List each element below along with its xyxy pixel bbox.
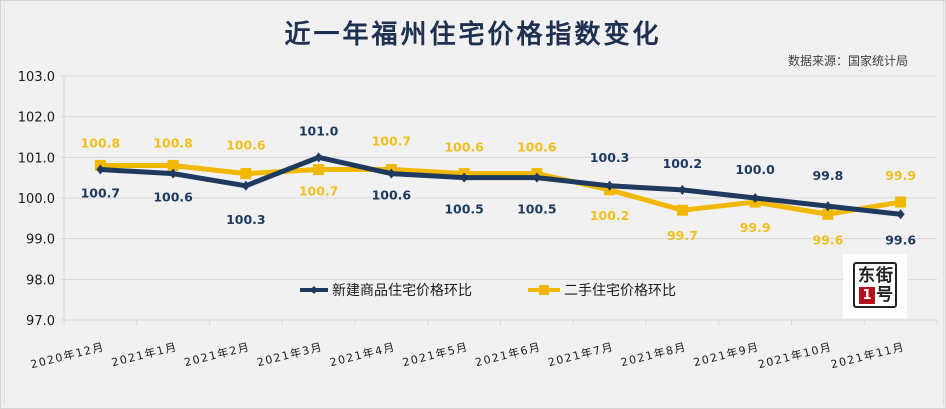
data-label-new-homes: 101.0 — [299, 123, 339, 138]
data-label-new-homes: 100.5 — [444, 202, 484, 217]
square-marker-icon — [167, 159, 179, 171]
x-tick-label: 2021年4月 — [328, 339, 397, 369]
data-label-second-hand: 100.6 — [444, 140, 484, 155]
data-label-new-homes: 100.3 — [590, 150, 630, 165]
data-label-second-hand: 99.6 — [812, 232, 843, 247]
square-marker-icon — [313, 164, 325, 176]
diamond-marker-icon — [823, 201, 832, 212]
legend-square-marker-icon — [539, 285, 549, 295]
data-label-second-hand: 100.7 — [372, 134, 412, 149]
data-label-second-hand: 100.6 — [517, 140, 557, 155]
data-label-second-hand: 100.8 — [153, 135, 193, 150]
y-tick-label: 100.0 — [18, 192, 55, 207]
data-label-second-hand: 100.7 — [299, 184, 339, 199]
x-tick-label: 2021年10月 — [756, 339, 833, 371]
data-label-new-homes: 100.2 — [663, 156, 703, 171]
legend-new-homes-label: 新建商品住宅价格环比 — [332, 283, 472, 299]
watermark-logo: 东 街 1 号 — [843, 254, 907, 318]
x-tick-label: 2021年1月 — [110, 339, 179, 369]
diamond-marker-icon — [169, 168, 178, 179]
diamond-marker-icon — [532, 172, 541, 183]
logo-char-4: 号 — [876, 285, 893, 305]
x-tick-label: 2021年8月 — [619, 339, 688, 369]
x-tick-label: 2021年5月 — [401, 339, 470, 369]
diamond-marker-icon — [96, 164, 105, 175]
x-tick-label: 2021年11月 — [829, 339, 906, 371]
data-label-second-hand: 99.7 — [667, 228, 698, 243]
logo-char-1: 东 — [858, 266, 875, 286]
logo-red-block: 1 — [859, 287, 875, 304]
data-label-new-homes: 100.6 — [153, 190, 193, 205]
data-label-second-hand: 99.9 — [885, 168, 916, 183]
x-tick-label: 2021年7月 — [546, 339, 615, 369]
series-new-homes — [96, 152, 905, 220]
data-label-new-homes: 100.5 — [517, 202, 557, 217]
diamond-marker-icon — [605, 180, 614, 191]
diamond-marker-icon — [678, 184, 687, 195]
series-line — [100, 154, 901, 217]
x-tick-label: 2021年2月 — [183, 339, 252, 369]
chart-title: 近一年福州住宅价格指数变化 — [284, 20, 662, 50]
data-label-new-homes: 100.7 — [81, 186, 121, 201]
x-tick-label: 2021年6月 — [474, 339, 543, 369]
x-tick-label: 2021年3月 — [255, 339, 324, 369]
legend-second-hand-label: 二手住宅价格环比 — [564, 283, 676, 299]
diamond-marker-icon — [387, 168, 396, 179]
data-label-second-hand: 100.8 — [81, 135, 121, 150]
x-axis-ticks: 2020年12月 2021年1月 2021年2月 2021年3月 2021年4月 2021… — [29, 339, 906, 371]
x-tick-label: 2020年12月 — [29, 339, 106, 371]
square-marker-icon — [822, 208, 834, 220]
data-label-new-homes: 100.0 — [735, 162, 775, 177]
chart-inner-frame — [4, 1, 944, 406]
logo-stamp: 东 街 1 号 — [853, 262, 897, 308]
diamond-marker-icon — [460, 172, 469, 183]
diamond-marker-icon — [751, 193, 760, 203]
data-label-second-hand: 100.6 — [226, 138, 266, 153]
data-label-second-hand: 99.9 — [740, 220, 771, 235]
y-tick-label: 99.0 — [26, 233, 55, 248]
y-axis-ticks: 103.0 102.0 101.0 100.0 99.0 98.0 97.0 — [18, 70, 55, 329]
square-marker-icon — [240, 168, 252, 180]
data-source: 数据来源：国家统计局 — [787, 54, 908, 68]
data-label-new-homes: 100.3 — [226, 212, 266, 227]
diamond-marker-icon — [314, 152, 323, 163]
series-line — [100, 162, 902, 217]
diamond-marker-icon — [896, 209, 905, 220]
data-label-second-hand: 100.2 — [590, 208, 630, 223]
y-tick-label: 102.0 — [18, 111, 55, 126]
x-tick-label: 2021年9月 — [692, 339, 761, 369]
square-marker-icon — [676, 204, 688, 216]
data-label-new-homes: 100.6 — [372, 188, 412, 203]
data-label-new-homes: 99.8 — [812, 168, 843, 183]
square-marker-icon — [895, 196, 907, 208]
legend-diamond-marker-icon — [310, 286, 318, 294]
y-tick-label: 101.0 — [18, 151, 55, 166]
diamond-marker-icon — [241, 180, 250, 191]
y-tick-label: 103.0 — [18, 70, 55, 85]
series-second-hand — [94, 159, 907, 220]
data-label-new-homes: 99.6 — [885, 232, 916, 247]
y-tick-label: 97.0 — [26, 314, 55, 329]
y-tick-label: 98.0 — [26, 273, 55, 288]
logo-char-2: 街 — [876, 266, 893, 286]
data-labels: 100.7 100.6 100.3 101.0 100.6 100.5 100.5 100.3… — [81, 123, 917, 247]
gridlines — [60, 75, 938, 325]
legend: 新建商品住宅价格环比 二手住宅价格环比 — [300, 283, 676, 299]
